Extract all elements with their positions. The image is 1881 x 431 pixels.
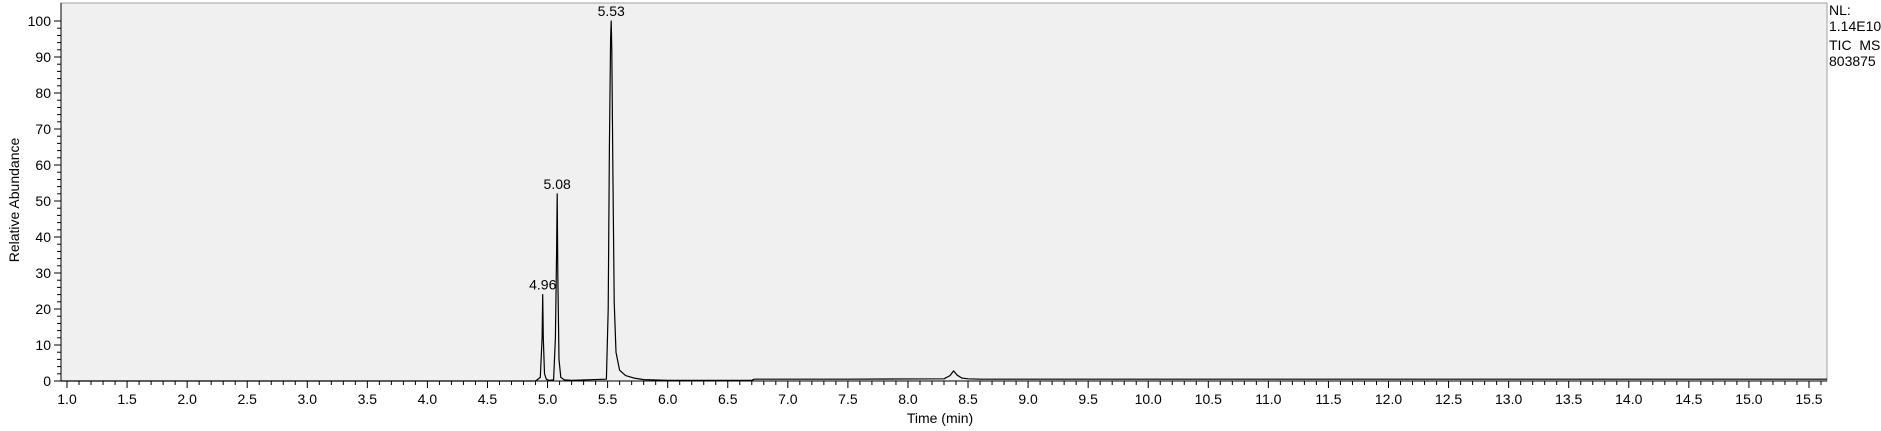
peak-label: 4.96	[529, 277, 556, 293]
x-tick-label: 12.0	[1375, 391, 1402, 407]
x-tick-label: 7.5	[838, 391, 858, 407]
y-tick-label: 50	[35, 193, 51, 209]
x-axis-ticks: 1.0 1.5 2.0 2.5 3.0 3.5 4.0 4.5 5.0 5.5 6.0 6.5 7.0 7…	[57, 381, 1823, 407]
y-tick-label: 100	[28, 13, 52, 29]
x-tick-label: 11.0	[1255, 391, 1281, 407]
peak-label: 5.08	[544, 176, 571, 192]
y-tick-label: 90	[35, 49, 51, 65]
x-tick-label: 9.5	[1078, 391, 1098, 407]
x-tick-label: 6.0	[658, 391, 678, 407]
scan-type: TIC MS	[1829, 37, 1880, 53]
x-tick-label: 15.0	[1735, 391, 1762, 407]
x-tick-label: 2.5	[237, 391, 257, 407]
x-tick-label: 14.5	[1675, 391, 1702, 407]
x-tick-label: 7.0	[778, 391, 798, 407]
x-tick-label: 9.0	[1018, 391, 1038, 407]
x-tick-label: 15.5	[1795, 391, 1822, 407]
x-tick-label: 1.5	[117, 391, 137, 407]
y-tick-label: 0	[43, 373, 51, 389]
y-tick-label: 80	[35, 85, 51, 101]
y-axis-title: Relative Abundance	[6, 138, 22, 263]
x-tick-label: 4.0	[418, 391, 438, 407]
x-tick-label: 2.0	[177, 391, 197, 407]
plot-area	[60, 2, 1828, 382]
y-tick-label: 30	[35, 265, 51, 281]
y-tick-label: 60	[35, 157, 51, 173]
y-tick-label: 40	[35, 229, 51, 245]
x-tick-label: 13.5	[1555, 391, 1582, 407]
tic-trace	[61, 20, 1827, 382]
sample-id: 803875	[1829, 53, 1876, 69]
info-panel: NL: 1.14E10 TIC MS 803875	[1829, 2, 1881, 69]
x-tick-label: 3.0	[298, 391, 318, 407]
x-tick-label: 10.5	[1195, 391, 1222, 407]
x-tick-label: 5.5	[598, 391, 618, 407]
x-tick-label: 8.5	[958, 391, 978, 407]
x-axis-title: Time (min)	[907, 410, 973, 426]
x-tick-label: 6.5	[718, 391, 738, 407]
y-tick-label: 10	[35, 337, 51, 353]
y-tick-label: 70	[35, 121, 51, 137]
x-tick-label: 13.0	[1495, 391, 1522, 407]
y-axis-ticks: 0 10 20 30 40 50 60 70 80 90 100	[28, 13, 61, 389]
peak-label: 5.53	[598, 3, 625, 19]
x-tick-label: 11.5	[1315, 391, 1341, 407]
x-tick-label: 14.0	[1615, 391, 1642, 407]
x-tick-label: 10.0	[1135, 391, 1162, 407]
y-tick-label: 20	[35, 301, 51, 317]
x-tick-label: 3.5	[358, 391, 378, 407]
nl-label: NL:	[1829, 2, 1851, 18]
x-tick-label: 1.0	[57, 391, 77, 407]
x-tick-label: 5.0	[538, 391, 558, 407]
nl-value: 1.14E10	[1829, 18, 1881, 34]
x-tick-label: 12.5	[1435, 391, 1462, 407]
x-tick-label: 8.0	[898, 391, 918, 407]
x-tick-label: 4.5	[478, 391, 498, 407]
peak-labels: 4.96 5.08 5.53	[529, 3, 625, 293]
